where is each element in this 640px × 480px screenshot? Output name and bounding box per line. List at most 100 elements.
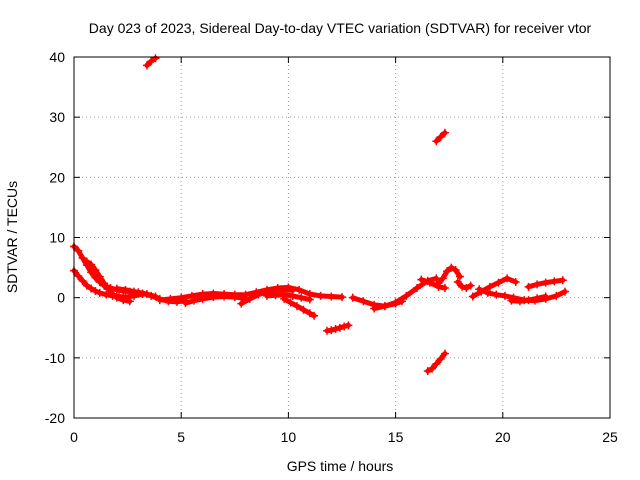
data-point bbox=[147, 291, 156, 300]
data-point bbox=[338, 293, 346, 302]
x-axis: 0 5 10 15 20 25 bbox=[70, 57, 618, 445]
data-point bbox=[331, 324, 340, 333]
series-trace-r bbox=[507, 292, 550, 306]
data-point bbox=[87, 260, 96, 269]
data-point bbox=[503, 274, 512, 283]
data-point bbox=[541, 292, 550, 301]
series-trace-p bbox=[468, 274, 520, 301]
data-point bbox=[458, 282, 467, 291]
data-point bbox=[443, 267, 452, 276]
data-point bbox=[288, 291, 297, 300]
x-tick-label: 0 bbox=[70, 429, 78, 445]
y-tick-label: 40 bbox=[49, 49, 65, 65]
data-point bbox=[453, 278, 462, 287]
x-tick-label: 25 bbox=[602, 429, 618, 445]
y-tick-label: -20 bbox=[45, 410, 65, 426]
series-trace-o bbox=[453, 278, 475, 293]
data-point bbox=[511, 278, 520, 287]
data-point bbox=[560, 287, 569, 296]
data-point bbox=[466, 281, 475, 290]
data-point bbox=[280, 290, 289, 299]
data-point bbox=[100, 279, 109, 288]
data-point bbox=[130, 287, 139, 296]
data-point bbox=[121, 285, 130, 294]
series-trace-j bbox=[322, 321, 353, 335]
data-point bbox=[550, 277, 559, 286]
data-point bbox=[209, 293, 218, 302]
data-point bbox=[177, 293, 186, 302]
data-point bbox=[492, 290, 501, 299]
data-point bbox=[74, 272, 83, 281]
data-point bbox=[305, 295, 314, 304]
data-point bbox=[327, 292, 336, 301]
data-point bbox=[436, 133, 445, 142]
y-axis-label: SDTVAR / TECUs bbox=[4, 181, 20, 293]
data-point bbox=[190, 296, 199, 305]
data-point bbox=[112, 293, 121, 302]
data-point bbox=[447, 263, 456, 272]
data-point bbox=[151, 54, 160, 63]
data-point bbox=[245, 294, 254, 303]
series-trace-b bbox=[70, 266, 147, 302]
data-point bbox=[438, 274, 447, 283]
data-point bbox=[138, 289, 147, 298]
data-point bbox=[524, 282, 533, 291]
data-point bbox=[155, 296, 164, 305]
series-trace-u bbox=[432, 128, 449, 146]
data-point bbox=[87, 268, 96, 277]
data-point bbox=[147, 57, 156, 66]
data-point bbox=[391, 298, 400, 307]
data-series bbox=[70, 54, 569, 376]
y-tick-label: 0 bbox=[57, 290, 65, 306]
data-point bbox=[119, 296, 128, 305]
data-point bbox=[299, 305, 308, 314]
data-point bbox=[82, 281, 91, 290]
data-point bbox=[359, 297, 368, 306]
data-point bbox=[380, 302, 389, 311]
data-point bbox=[74, 246, 83, 255]
data-point bbox=[402, 291, 411, 300]
data-point bbox=[181, 299, 190, 308]
grid bbox=[74, 57, 610, 418]
data-point bbox=[108, 290, 117, 299]
data-point bbox=[440, 349, 449, 358]
data-point bbox=[230, 293, 239, 302]
y-tick-label: -10 bbox=[45, 350, 65, 366]
data-point bbox=[475, 285, 484, 294]
data-point bbox=[432, 137, 441, 146]
data-point bbox=[436, 355, 445, 364]
data-point bbox=[413, 284, 422, 293]
data-point bbox=[237, 299, 246, 308]
data-point bbox=[310, 311, 319, 320]
series-trace-i bbox=[262, 290, 314, 304]
data-point bbox=[423, 367, 432, 376]
data-point bbox=[434, 279, 443, 288]
data-point bbox=[198, 294, 207, 303]
data-point bbox=[292, 302, 301, 311]
data-point bbox=[432, 359, 441, 368]
data-point bbox=[507, 296, 516, 305]
data-point bbox=[316, 291, 325, 300]
data-point bbox=[552, 291, 561, 300]
data-point bbox=[558, 276, 567, 285]
series-trace-v bbox=[423, 349, 449, 376]
series-trace-c bbox=[82, 257, 134, 306]
data-point bbox=[327, 326, 336, 335]
y-tick-label: 30 bbox=[49, 109, 65, 125]
data-point bbox=[451, 265, 460, 274]
x-tick-label: 5 bbox=[177, 429, 185, 445]
data-point bbox=[515, 297, 524, 306]
data-point bbox=[87, 284, 96, 293]
data-point bbox=[417, 275, 426, 284]
data-point bbox=[78, 276, 87, 285]
data-point bbox=[125, 297, 134, 306]
data-point bbox=[82, 257, 91, 266]
data-point bbox=[428, 364, 437, 373]
data-point bbox=[254, 290, 263, 299]
data-point bbox=[500, 291, 509, 300]
data-point bbox=[91, 265, 100, 274]
data-point bbox=[533, 280, 542, 289]
data-point bbox=[340, 322, 349, 331]
data-point bbox=[494, 278, 503, 287]
data-point bbox=[455, 272, 464, 281]
